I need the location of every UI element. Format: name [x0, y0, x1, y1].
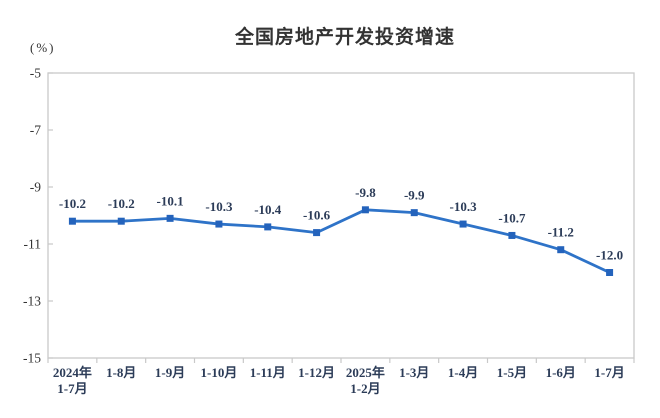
data-point-marker: [606, 269, 614, 276]
x-category-label: 1-6月: [546, 365, 576, 380]
data-point-marker: [264, 223, 272, 231]
y-tick-label: -9: [30, 180, 41, 195]
x-category-label: 1-5月: [497, 365, 527, 380]
data-point-label: -10.7: [498, 210, 526, 225]
x-category-label: 1-4月: [448, 365, 478, 380]
x-category-label: 1-10月: [200, 365, 237, 380]
y-axis-unit-label: (%): [30, 40, 56, 55]
data-point-label: -11.2: [548, 225, 574, 240]
data-point-label: -10.2: [108, 196, 135, 211]
x-category-label: 1-8月: [106, 365, 136, 380]
data-point-label: -12.0: [596, 248, 623, 263]
data-point-marker: [313, 229, 321, 237]
y-tick-label: -13: [23, 294, 41, 309]
data-point-label: -10.1: [157, 193, 184, 208]
y-tick-label: -7: [30, 123, 41, 138]
y-tick-label: -11: [24, 237, 42, 252]
data-point-marker: [557, 246, 565, 254]
data-line: [71, 208, 611, 274]
data-point-label: -10.2: [59, 196, 86, 211]
x-category-label: 1-12月: [298, 365, 335, 380]
x-category-label: 1-3月: [399, 365, 429, 380]
data-point-marker: [68, 217, 76, 225]
data-point-marker: [459, 220, 467, 228]
chart-title: 全国房地产开发投资增速: [234, 27, 455, 48]
plot-border: [47, 72, 635, 359]
x-category-label: 1-11月: [250, 365, 286, 380]
data-point-marker: [215, 220, 223, 228]
data-point-marker: [361, 206, 369, 214]
data-point-label: -10.6: [303, 208, 331, 223]
y-tick-label: -5: [30, 66, 41, 81]
data-point-label: -10.3: [205, 199, 233, 214]
data-point-label: -10.3: [450, 199, 478, 214]
data-point-marker: [410, 209, 418, 217]
data-point-marker: [117, 217, 125, 225]
data-point-marker: [166, 214, 174, 222]
data-point-label: -10.4: [254, 202, 282, 217]
x-category-label: 1-9月: [155, 365, 185, 380]
y-tick-label: -15: [23, 351, 41, 366]
data-point-label: -9.8: [355, 185, 376, 200]
x-category-label: 2024年 1-7月: [53, 365, 92, 396]
x-category-label: 1-7月: [594, 365, 624, 380]
data-point-label: -9.9: [404, 188, 425, 203]
data-point-marker: [508, 231, 516, 239]
x-category-label: 2025年 1-2月: [346, 365, 385, 396]
